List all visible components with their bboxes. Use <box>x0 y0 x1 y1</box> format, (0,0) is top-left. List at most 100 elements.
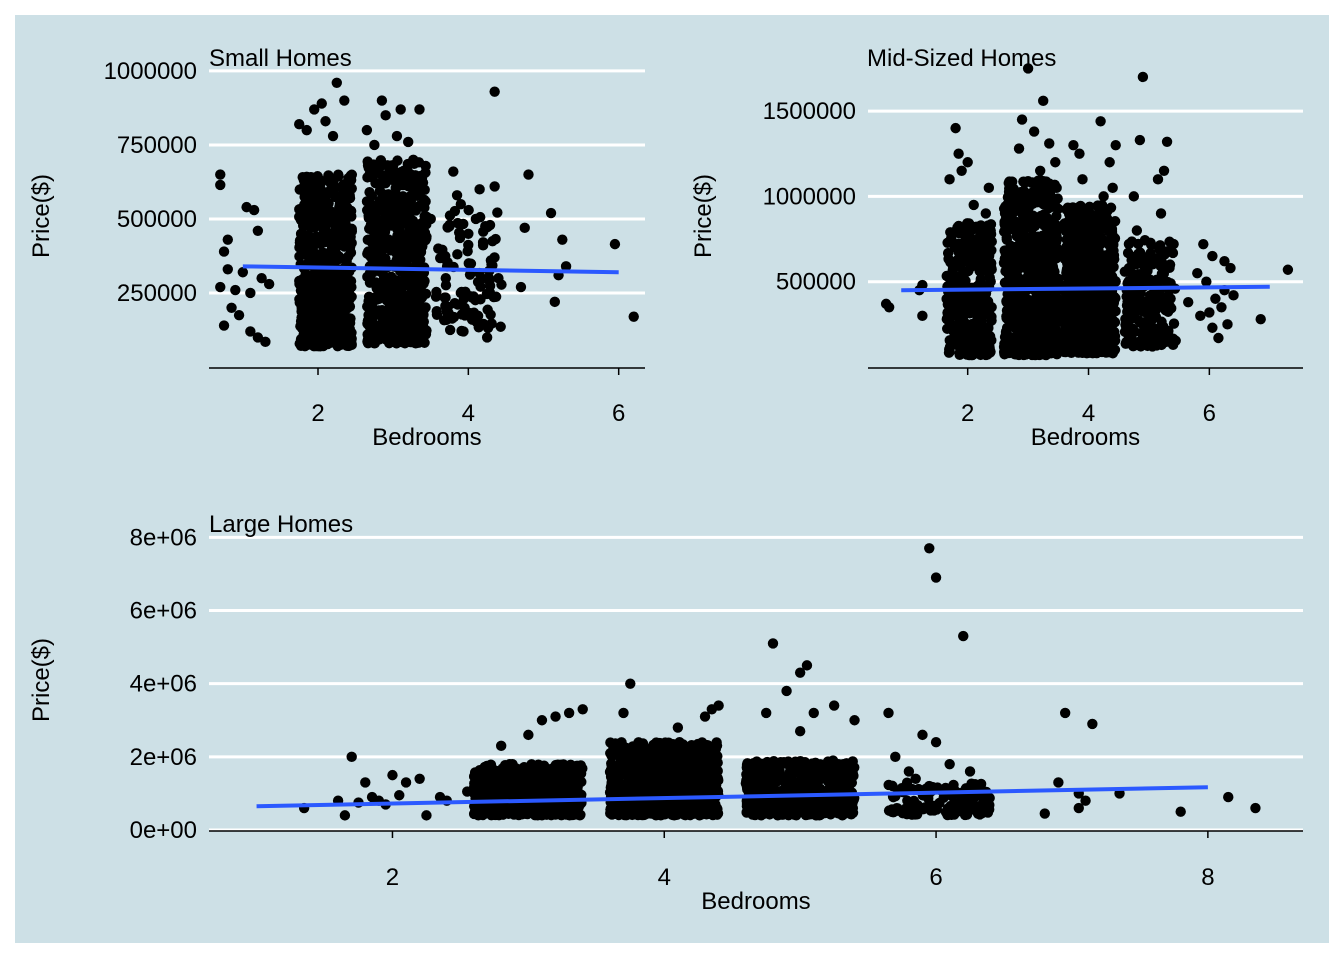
data-point <box>425 213 436 225</box>
data-point <box>568 779 580 790</box>
x-tick-label: 6 <box>612 400 625 427</box>
data-point <box>959 317 971 329</box>
data-point <box>398 165 409 177</box>
data-point <box>1051 230 1062 242</box>
y-tick-label: 500000 <box>117 206 197 233</box>
data-point <box>493 272 504 284</box>
data-point <box>945 233 957 244</box>
data-point <box>1011 230 1022 242</box>
data-point <box>1026 190 1038 202</box>
data-point <box>442 301 454 313</box>
data-point <box>311 250 322 261</box>
data-point <box>1047 182 1058 194</box>
data-point <box>952 254 963 266</box>
data-point <box>1102 213 1113 225</box>
data-point <box>329 236 341 248</box>
y-tick-label: 1000000 <box>104 58 197 85</box>
data-point <box>344 190 355 201</box>
data-point <box>314 302 326 313</box>
x-tick-label: 4 <box>1082 400 1095 427</box>
data-point <box>942 299 954 310</box>
data-point <box>1084 314 1095 326</box>
x-tick-label: 4 <box>658 864 671 891</box>
data-point <box>218 246 230 257</box>
data-point <box>571 769 582 781</box>
data-point <box>647 806 659 817</box>
data-point <box>466 314 478 325</box>
data-point <box>1133 315 1144 326</box>
data-point <box>1213 332 1224 344</box>
data-point <box>1062 332 1074 343</box>
data-point <box>439 292 450 303</box>
data-point <box>468 808 480 820</box>
data-point <box>961 349 973 360</box>
data-point <box>1128 191 1140 202</box>
data-point <box>1222 319 1233 330</box>
data-point <box>674 773 685 784</box>
data-point <box>391 223 403 234</box>
y-axis-label: Price($) <box>28 638 55 722</box>
trend-line <box>242 264 619 275</box>
data-point <box>1107 182 1118 194</box>
data-point <box>1016 315 1028 327</box>
data-point <box>1154 328 1165 339</box>
data-point <box>944 174 955 185</box>
data-point <box>408 251 420 262</box>
data-point <box>1092 200 1103 212</box>
data-point <box>1093 253 1105 265</box>
data-point <box>1255 314 1266 325</box>
data-point <box>463 239 474 251</box>
data-point <box>976 289 987 301</box>
data-point <box>237 267 249 278</box>
data-point <box>1081 347 1092 359</box>
data-point <box>1012 196 1024 208</box>
data-point <box>376 197 387 208</box>
data-point <box>387 192 398 203</box>
data-point <box>1228 290 1239 301</box>
data-point <box>985 229 997 240</box>
data-point <box>917 310 928 322</box>
data-point <box>558 759 570 771</box>
data-point <box>624 799 635 811</box>
data-point <box>367 247 378 258</box>
data-point <box>986 302 997 313</box>
data-point <box>675 800 686 812</box>
data-point <box>364 169 375 180</box>
data-point <box>1104 331 1116 343</box>
data-point <box>1164 259 1176 270</box>
data-point <box>451 190 463 201</box>
data-point <box>1101 253 1113 264</box>
data-point <box>705 808 716 820</box>
data-point <box>1026 336 1037 348</box>
data-point <box>316 98 327 109</box>
data-point <box>1015 186 1027 198</box>
data-point <box>1086 336 1097 348</box>
data-point <box>335 339 347 350</box>
data-point <box>335 200 347 212</box>
data-point <box>492 207 503 218</box>
data-point <box>316 272 328 284</box>
data-point <box>403 136 414 148</box>
data-point <box>470 213 482 225</box>
data-point <box>1168 318 1180 329</box>
data-point <box>299 281 310 292</box>
data-point <box>1192 267 1203 279</box>
data-point <box>969 342 980 354</box>
data-point <box>654 738 665 749</box>
data-point <box>1009 349 1021 360</box>
data-point <box>883 302 895 313</box>
data-point <box>311 231 322 242</box>
data-point <box>463 204 474 216</box>
data-point <box>384 335 395 346</box>
data-point <box>395 104 406 115</box>
data-point <box>1021 254 1033 265</box>
data-point <box>951 294 963 305</box>
data-point <box>304 328 315 339</box>
data-point <box>1016 306 1027 317</box>
data-point <box>256 272 267 284</box>
x-tick-label: 6 <box>1203 400 1216 427</box>
data-point <box>1074 148 1085 159</box>
data-point <box>1065 231 1076 242</box>
data-point <box>1078 332 1089 344</box>
data-point <box>1146 239 1157 250</box>
